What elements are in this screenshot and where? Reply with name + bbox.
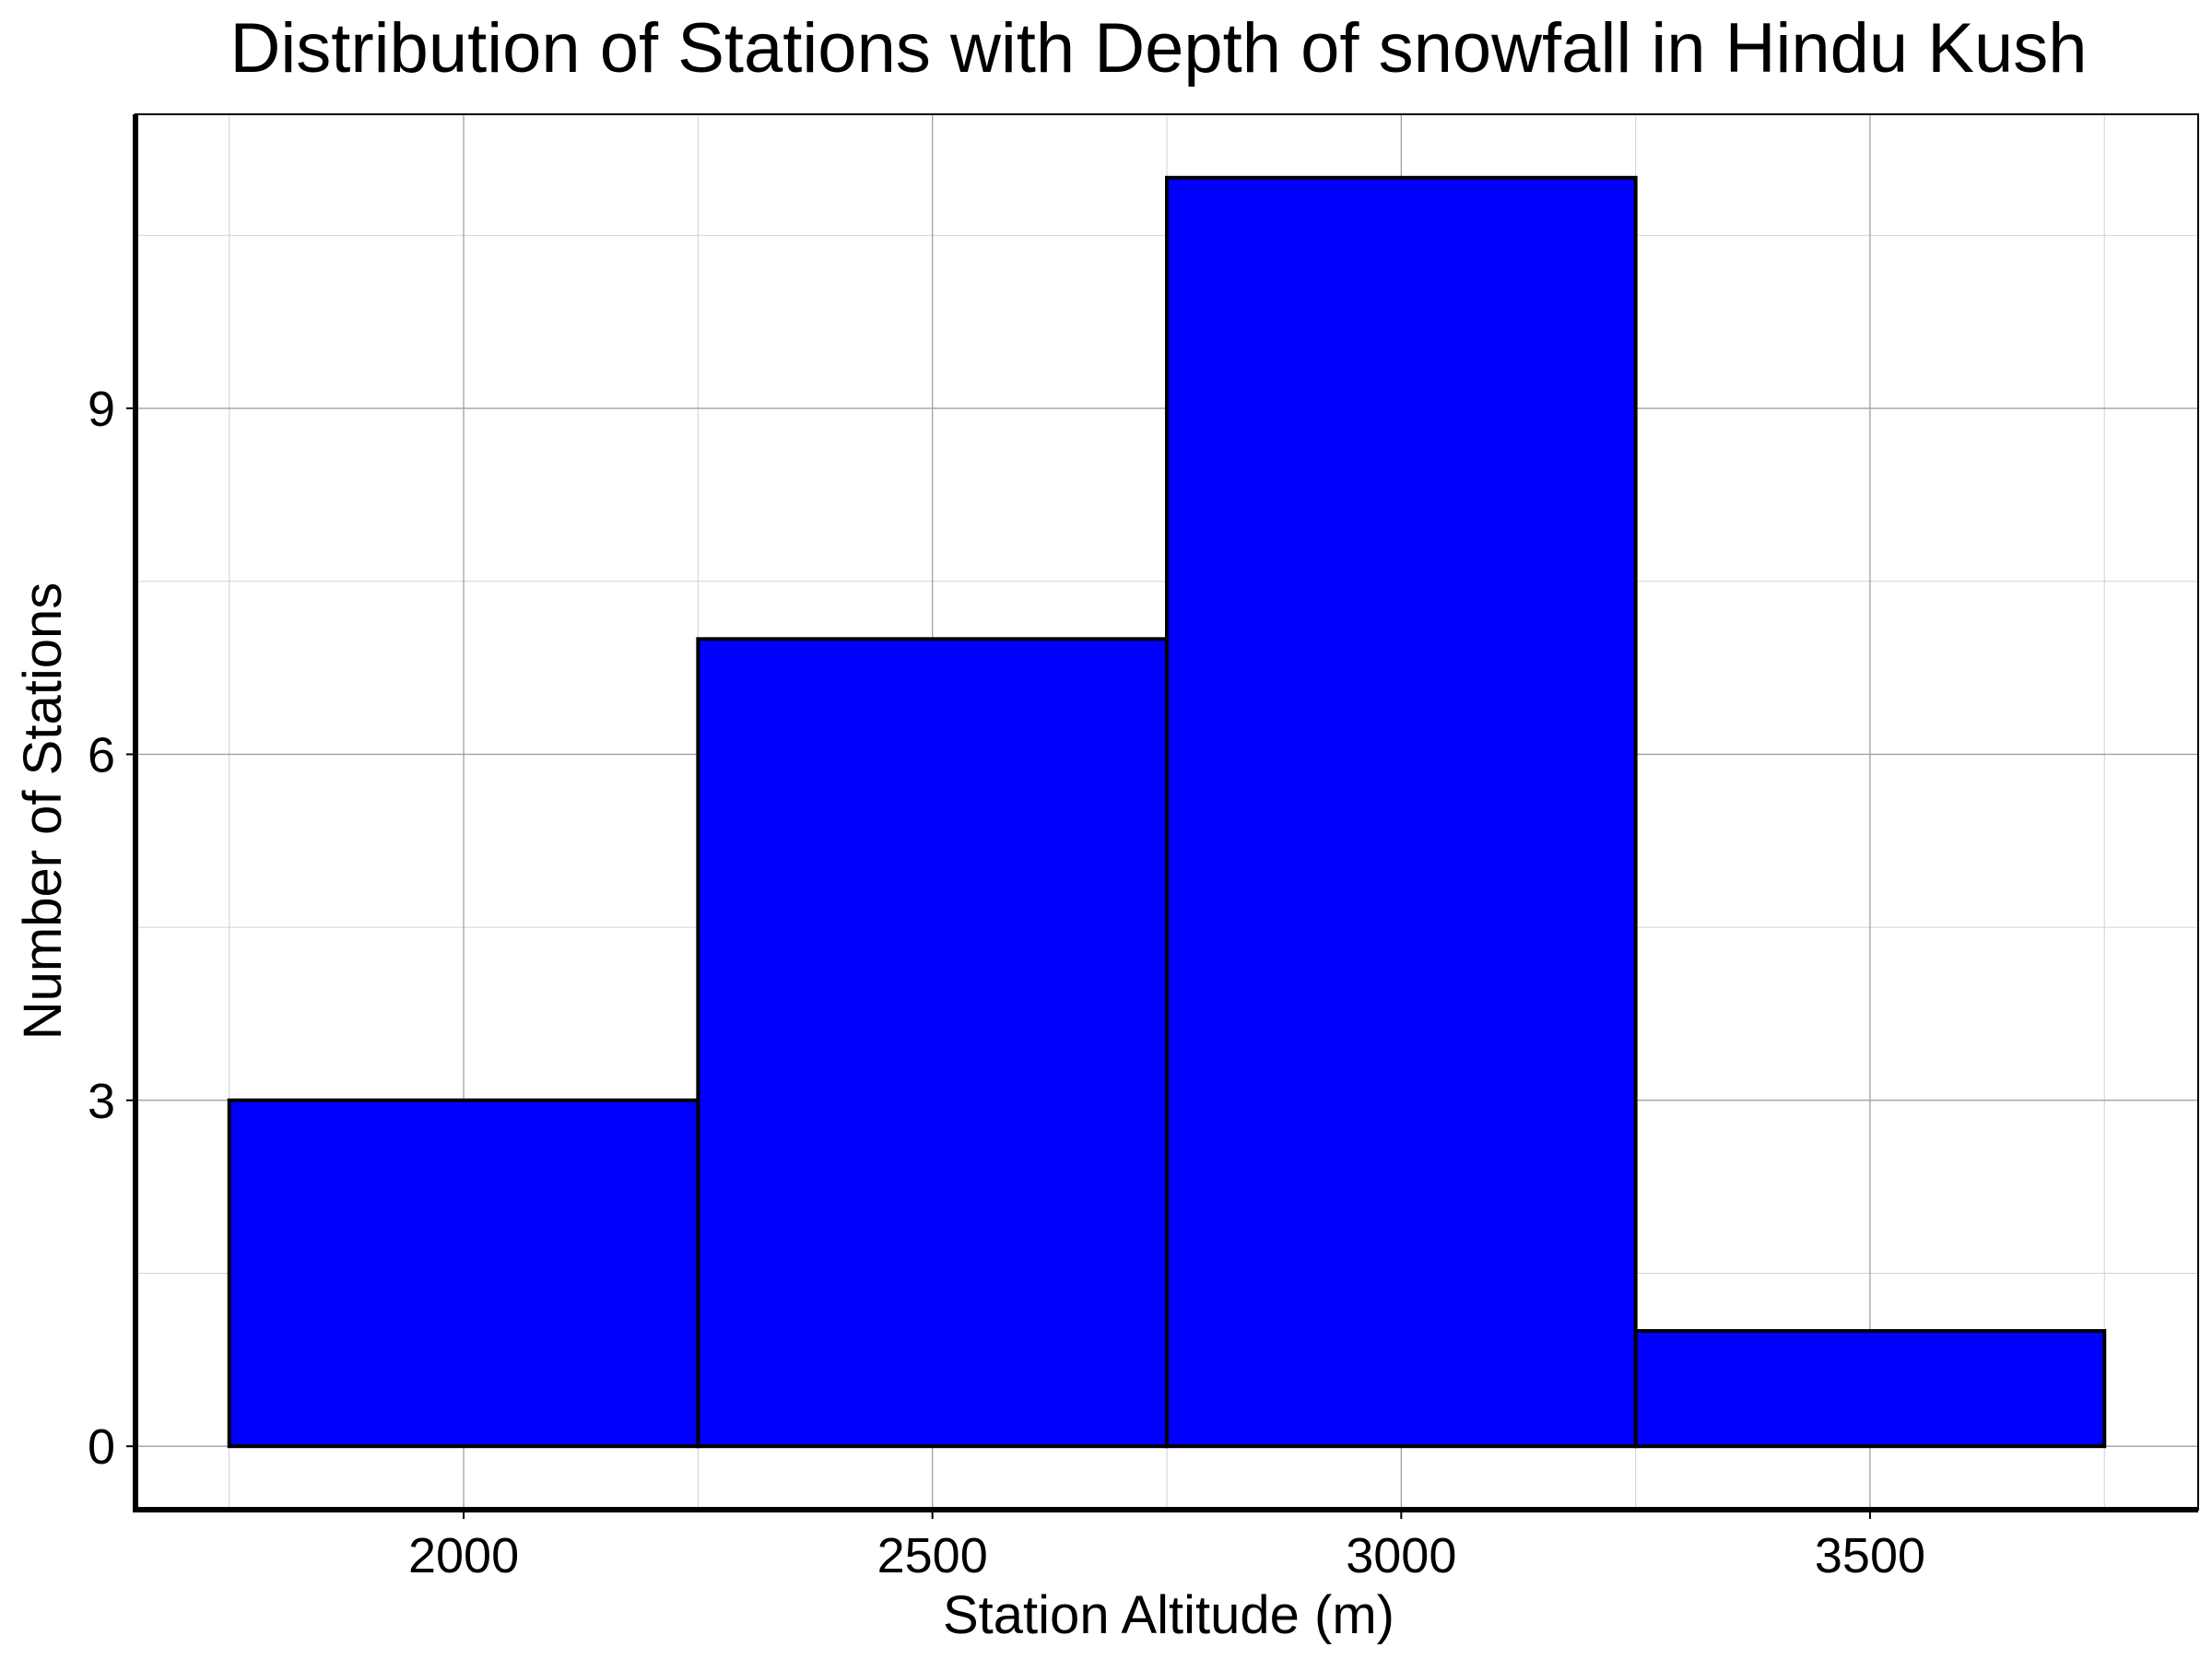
histogram-bar [227,1098,700,1449]
histogram-bars [227,175,2107,1449]
y-tick-label: 9 [88,382,115,437]
y-tick-label: 0 [88,1419,115,1475]
y-tick-label: 3 [88,1074,115,1129]
x-tick-label: 3500 [1815,1528,1925,1583]
x-axis-label: Station Altitude (m) [943,1585,1394,1645]
histogram-bar [696,637,1169,1449]
x-tick-label: 2000 [408,1528,519,1583]
plot-frame [133,113,2199,1512]
x-tick-label: 3000 [1346,1528,1456,1583]
y-axis-label: Number of Stations [13,582,73,1040]
y-axis-ticks: 0 3 6 9 [88,382,135,1475]
x-axis-ticks: 2000 2500 3000 3500 [408,1510,1925,1583]
chart-title: Distribution of Stations with Depth of s… [229,9,2087,88]
y-tick-label: 6 [88,727,115,782]
histogram-bar [1633,1329,2107,1449]
x-tick-label: 2500 [877,1528,988,1583]
histogram-bar [1165,175,1638,1449]
